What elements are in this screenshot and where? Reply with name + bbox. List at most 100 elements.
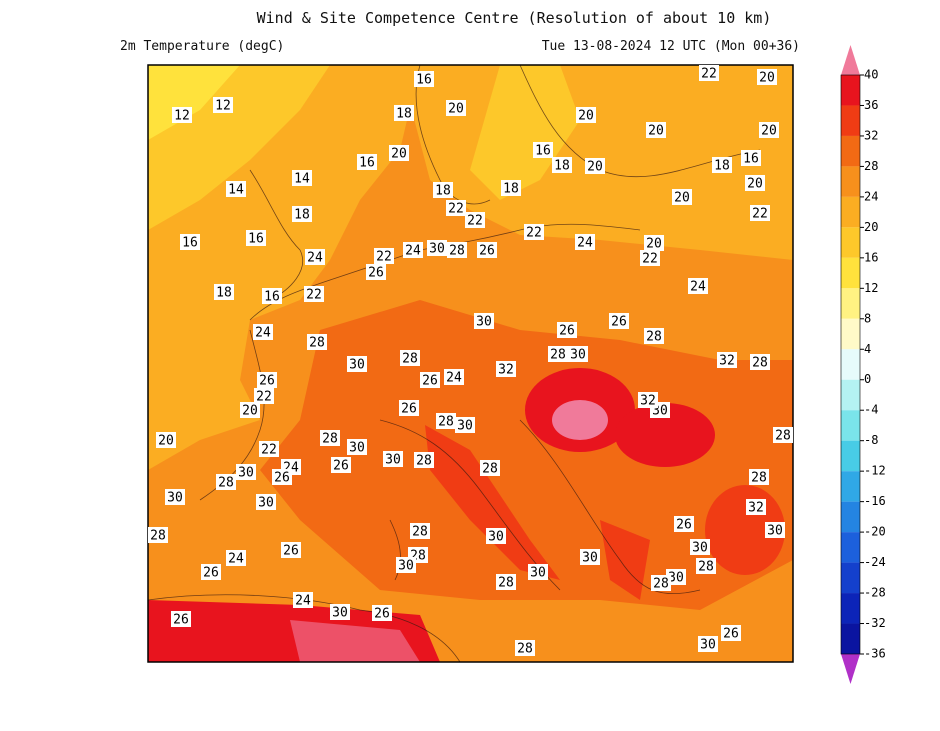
contour-label: 16 (264, 290, 280, 305)
colorbar-segment (841, 318, 860, 350)
contour-label: 28 (150, 529, 166, 544)
label-box (330, 604, 350, 620)
contour-label: 24 (307, 251, 323, 266)
contour-label: 20 (448, 102, 464, 117)
contour-label: 30 (167, 491, 183, 506)
warm-region (260, 300, 793, 610)
colorbar-segment (841, 166, 860, 197)
label-box (759, 122, 779, 138)
label-box (528, 564, 548, 580)
label-box (214, 284, 234, 300)
contour-label: 30 (570, 348, 586, 363)
label-box (257, 372, 277, 388)
contour-label: 20 (747, 177, 763, 192)
contour-label: 28 (550, 348, 566, 363)
label-box (447, 242, 467, 258)
contour-label: 24 (690, 280, 706, 295)
contour-label: 28 (218, 476, 234, 491)
label-box (524, 224, 544, 240)
contour-label: 26 (479, 244, 495, 259)
label-box (690, 539, 710, 555)
label-box (427, 240, 447, 256)
colorbar-segment (841, 501, 860, 533)
contour-label: 20 (761, 124, 777, 139)
contour-label: 30 (457, 419, 473, 434)
label-box (721, 625, 741, 641)
map-field (148, 65, 793, 662)
colorbar-segment (841, 105, 860, 136)
contour-label: 12 (215, 99, 231, 114)
contour-label: 20 (674, 191, 690, 206)
contour-label: 26 (333, 459, 349, 474)
label-box (201, 564, 221, 580)
label-box (292, 206, 312, 222)
label-box (240, 402, 260, 418)
label-box (254, 388, 274, 404)
label-box (156, 432, 176, 448)
hot-region (615, 403, 715, 467)
label-box (486, 528, 506, 544)
colorbar-segment (841, 562, 860, 594)
contour-label: 28 (412, 525, 428, 540)
label-box (533, 142, 553, 158)
contour-label: 22 (256, 390, 272, 405)
contour-label: 26 (611, 315, 627, 330)
label-box (213, 97, 233, 113)
label-box (148, 527, 168, 543)
label-box (646, 122, 666, 138)
label-box (444, 369, 464, 385)
label-box (568, 346, 588, 362)
contour-label: 22 (701, 67, 717, 82)
contour-label: 28 (438, 415, 454, 430)
label-box (414, 452, 434, 468)
contour-label: 28 (416, 454, 432, 469)
label-box (403, 242, 423, 258)
contour-label: 30 (429, 242, 445, 257)
label-box (389, 145, 409, 161)
contour-label: 24 (255, 326, 271, 341)
label-box (165, 489, 185, 505)
colorbar-segment (841, 288, 860, 319)
contour-label: 28 (309, 336, 325, 351)
colorbar-segment (841, 379, 860, 411)
label-box (688, 278, 708, 294)
contour-label: 26 (203, 566, 219, 581)
contour-label: 30 (385, 453, 401, 468)
contour-label: 20 (578, 109, 594, 124)
contour-label: 28 (775, 429, 791, 444)
colorbar-segment (841, 349, 860, 380)
label-box (644, 235, 664, 251)
colorbar-label: 8 (864, 311, 871, 325)
contour-label: 30 (692, 541, 708, 556)
contour-label: 28 (653, 577, 669, 592)
contour-label: 24 (577, 236, 593, 251)
label-box (236, 464, 256, 480)
colorbar-label: -8 (864, 433, 878, 447)
colorbar-label: -24 (864, 555, 886, 569)
contour-label: 30 (582, 551, 598, 566)
colorbar-label: 32 (864, 128, 878, 142)
cold-region (148, 65, 240, 140)
contour-label: 18 (554, 159, 570, 174)
contour-label: 26 (559, 324, 575, 339)
contour-label: 26 (173, 613, 189, 628)
contour-label: 30 (349, 441, 365, 456)
label-box (548, 346, 568, 362)
label-box (749, 469, 769, 485)
colorbar-segment (841, 532, 860, 563)
label-box (400, 350, 420, 366)
contour-label: 26 (274, 471, 290, 486)
hot-region (425, 425, 560, 580)
label-box (304, 286, 324, 302)
label-box (293, 592, 313, 608)
label-box (216, 474, 236, 490)
contour-label: 30 (332, 606, 348, 621)
label-box (696, 558, 716, 574)
label-box (414, 71, 434, 87)
label-box (226, 550, 246, 566)
label-box (672, 189, 692, 205)
label-box (585, 158, 605, 174)
label-box (292, 170, 312, 186)
